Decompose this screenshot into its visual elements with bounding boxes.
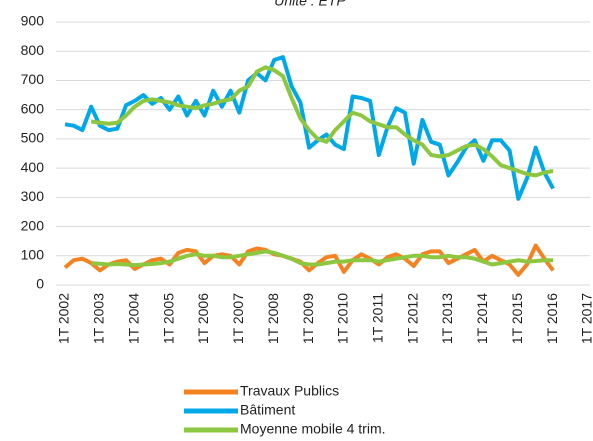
y-tick-label: 900	[21, 13, 45, 29]
chart-subtitle: Unité : ETP	[274, 0, 346, 9]
x-tick-label: 1T 2003	[91, 293, 107, 344]
x-tick-label: 1T 2013	[439, 293, 455, 344]
x-tick-label: 1T 2008	[265, 293, 281, 344]
x-tick-label: 1T 2010	[335, 293, 351, 344]
y-tick-label: 100	[21, 246, 45, 262]
x-tick-label: 1T 2004	[125, 293, 141, 344]
x-tick-label: 1T 2012	[404, 293, 420, 344]
legend-label: Travaux Publics	[240, 383, 339, 399]
x-tick-label: 1T 2017	[579, 293, 593, 344]
x-tick-label: 1T 2009	[300, 293, 316, 344]
x-tick-label: 1T 2015	[509, 293, 525, 344]
x-tick-label: 1T 2011	[370, 293, 386, 343]
series-line	[90, 65, 554, 178]
legend-label: Bâtiment	[240, 402, 295, 418]
y-tick-label: 700	[21, 71, 45, 87]
y-tick-label: 600	[21, 100, 45, 116]
x-tick-label: 1T 2002	[56, 293, 72, 344]
legend-label: Moyenne mobile 4 trim.	[240, 421, 386, 437]
y-tick-label: 800	[21, 42, 45, 58]
x-tick-label: 1T 2006	[195, 293, 211, 344]
y-tick-label: 200	[21, 217, 45, 233]
series-line	[91, 249, 554, 268]
y-tick-label: 500	[21, 130, 45, 146]
series-line	[64, 55, 555, 201]
x-tick-label: 1T 2016	[544, 293, 560, 344]
x-tick-label: 1T 2014	[474, 293, 490, 344]
y-tick-label: 400	[21, 159, 45, 175]
y-tick-label: 0	[36, 276, 44, 292]
x-tick-label: 1T 2007	[230, 293, 246, 344]
x-tick-label: 1T 2005	[160, 293, 176, 344]
y-tick-label: 300	[21, 188, 45, 204]
